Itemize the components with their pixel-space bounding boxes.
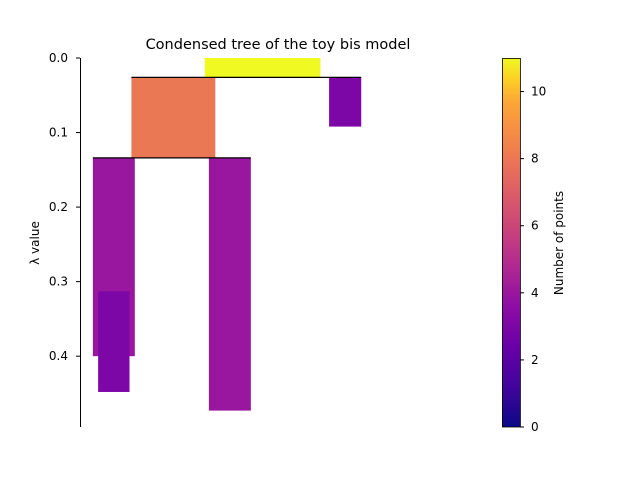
- colorbar-gradient: [502, 58, 520, 427]
- cluster-bar-3: [329, 77, 362, 127]
- colorbar-tick-label: 4: [531, 286, 539, 300]
- cluster-bar-1: [204, 58, 321, 78]
- y-tick-label: 0.2: [49, 200, 68, 214]
- cluster-bars: [92, 58, 362, 411]
- colorbar-tick-label: 10: [531, 85, 546, 99]
- y-tick-label: 0.3: [49, 275, 68, 289]
- colorbar-ticks: 0 2 4 6 8 10: [520, 85, 546, 434]
- colorbar-frame: [502, 58, 521, 428]
- colorbar-label: Number of points: [552, 191, 566, 295]
- y-axis-ticks: 0.0 0.1 0.2 0.3 0.4: [49, 51, 80, 363]
- y-tick-label: 0.1: [49, 126, 68, 140]
- y-tick-label: 0.0: [49, 51, 68, 65]
- cluster-bar-2: [131, 77, 216, 158]
- cluster-bar-6: [98, 291, 130, 392]
- colorbar-tick-label: 2: [531, 353, 539, 367]
- y-tick-label: 0.4: [49, 349, 68, 363]
- colorbar-tick-label: 8: [531, 152, 539, 166]
- chart-title: Condensed tree of the toy bis model: [146, 37, 411, 53]
- split-lines: [92, 76, 362, 159]
- y-axis-label: λ value: [28, 221, 42, 265]
- colorbar-tick-label: 6: [531, 219, 539, 233]
- cluster-bar-5: [208, 157, 251, 411]
- colorbar-tick-label: 0: [531, 420, 539, 434]
